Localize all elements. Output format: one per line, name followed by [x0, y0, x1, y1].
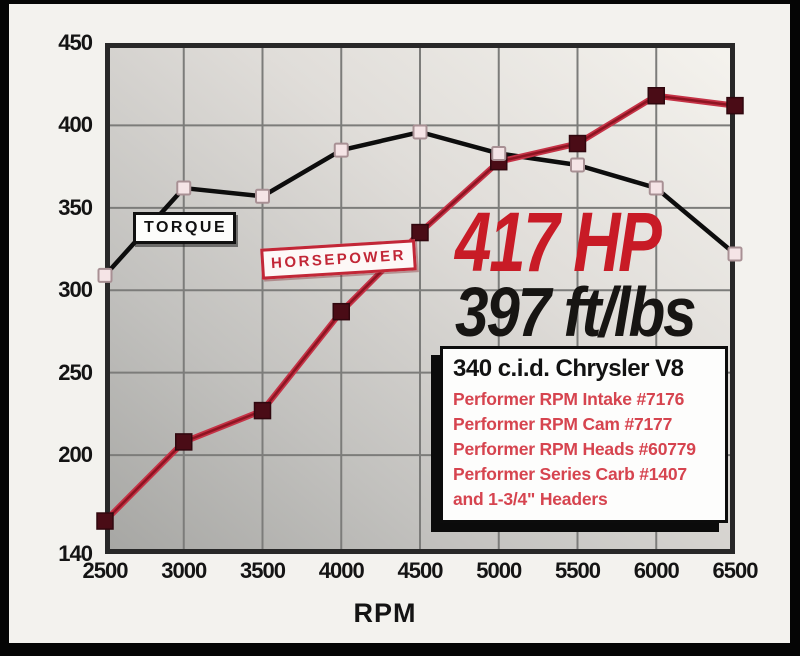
- x-tick-label: 6500: [712, 558, 759, 583]
- horsepower-marker: [332, 302, 350, 321]
- torque-marker: [648, 180, 664, 196]
- y-tick-label: 250: [58, 359, 93, 385]
- engine-spec-box: 340 c.i.d. Chrysler V8 Performer RPM Int…: [440, 346, 728, 523]
- y-tick-label: 450: [58, 30, 93, 55]
- horsepower-marker: [647, 86, 665, 105]
- y-tick-label: 200: [58, 442, 93, 468]
- parts-list-item: and 1-3/4" Headers: [453, 489, 608, 509]
- horsepower-marker: [175, 433, 193, 451]
- x-tick-label: 4000: [318, 558, 365, 583]
- torque-marker: [491, 145, 507, 161]
- parts-list-item: Performer RPM Heads #60779: [453, 439, 696, 459]
- y-tick-label: 300: [58, 277, 93, 303]
- parts-list-item: Performer RPM Intake #7176: [453, 389, 685, 409]
- torque-marker: [255, 188, 270, 204]
- torque-marker: [570, 157, 585, 173]
- peak-torque-callout: 397 ft/lbs: [455, 277, 733, 347]
- torque-curve-label: TORQUE: [133, 212, 237, 244]
- torque-marker: [412, 124, 428, 140]
- parts-list-item: Performer RPM Cam #7177: [453, 414, 673, 434]
- peak-torque-text: 397 ft/lbs: [455, 273, 697, 351]
- x-tick-label: 5000: [476, 558, 522, 583]
- horsepower-marker: [96, 512, 114, 530]
- x-tick-label: 3000: [161, 558, 207, 583]
- y-tick-label: 400: [58, 112, 93, 138]
- chart-canvas: [96, 43, 744, 554]
- peak-horsepower-callout: 417 HP: [455, 200, 717, 284]
- peak-horsepower-text: 417 HP: [455, 195, 662, 289]
- x-tick-label: 3500: [240, 558, 286, 583]
- parts-list: Performer RPM Intake #7176 Performer RPM …: [453, 387, 715, 512]
- horsepower-marker: [253, 401, 272, 420]
- parts-list-item: Performer Series Carb #1407: [453, 464, 687, 484]
- y-tick-label: 140: [58, 541, 93, 566]
- x-tick-label: 5500: [555, 558, 601, 583]
- torque-marker: [727, 246, 743, 262]
- x-tick-label: 2500: [82, 558, 129, 583]
- y-tick-label: 350: [58, 194, 93, 220]
- horsepower-marker: [726, 96, 744, 115]
- torque-marker: [333, 142, 349, 158]
- engine-title: 340 c.i.d. Chrysler V8: [453, 355, 684, 382]
- horsepower-marker: [411, 223, 429, 242]
- torque-marker: [176, 180, 192, 196]
- x-tick-label: 6000: [633, 558, 680, 583]
- x-tick-label: 4500: [397, 558, 444, 583]
- torque-marker: [97, 267, 113, 283]
- plot-border: [105, 43, 735, 554]
- x-axis-title: RPM: [353, 598, 417, 628]
- horsepower-marker: [568, 134, 587, 153]
